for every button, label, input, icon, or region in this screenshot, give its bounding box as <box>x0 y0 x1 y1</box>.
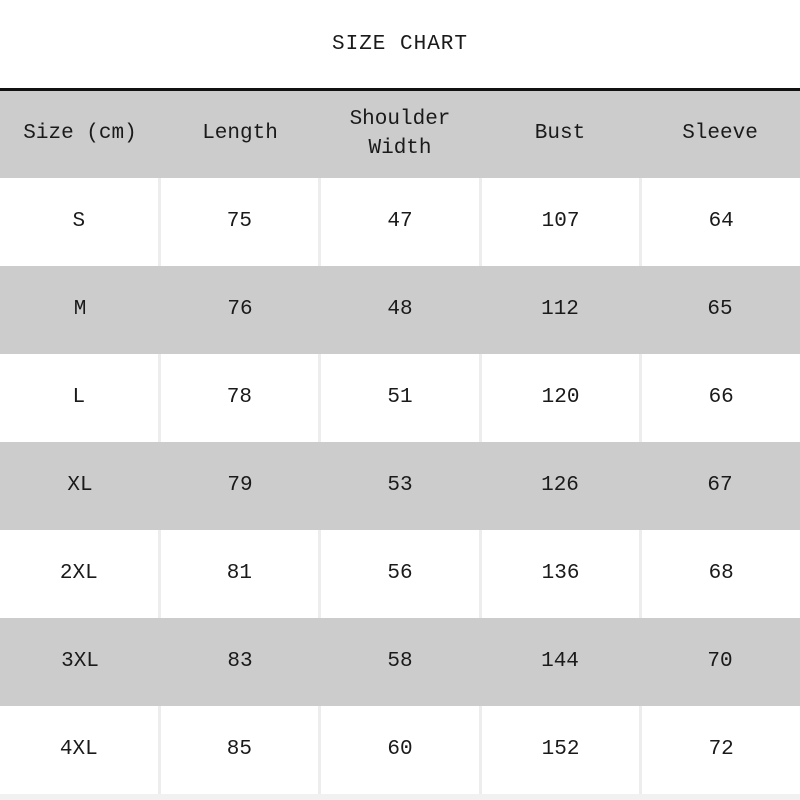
shoulder-width-cell: 60 <box>318 706 479 794</box>
shoulder-width-cell: 47 <box>318 178 479 266</box>
sleeve-cell: 66 <box>639 354 800 442</box>
sleeve-cell: 67 <box>707 473 733 497</box>
length-cell: 78 <box>157 354 319 442</box>
table-header-row: Size (cm) Length Shoulder Width Bust Sle… <box>0 91 800 178</box>
size-cell: M <box>73 297 87 321</box>
table-row-xl: XL 79 53 126 67 <box>0 442 800 530</box>
size-cell: 3XL <box>61 649 99 673</box>
sleeve-cell: 65 <box>707 297 733 321</box>
column-header-length: Length <box>202 122 278 146</box>
length-cell: 81 <box>157 530 319 618</box>
sleeve-cell: 64 <box>639 178 800 266</box>
length-cell: 83 <box>227 649 253 673</box>
size-cell: L <box>72 385 86 409</box>
sleeve-cell: 70 <box>707 649 733 673</box>
bust-cell: 136 <box>478 530 640 618</box>
sleeve-cell: 72 <box>639 706 800 794</box>
shoulder-width-cell: 56 <box>318 530 479 618</box>
column-header-sleeve: Sleeve <box>682 122 758 146</box>
size-cell: 4XL <box>59 737 98 761</box>
bust-cell: 120 <box>478 354 640 442</box>
column-header-shoulder-width: Shoulder Width <box>349 108 451 160</box>
length-cell: 75 <box>157 178 319 266</box>
length-cell: 79 <box>227 473 253 497</box>
column-header-bust: Bust <box>534 122 586 146</box>
length-cell: 76 <box>227 297 253 321</box>
bust-cell: 152 <box>478 706 640 794</box>
bust-cell: 126 <box>541 473 579 497</box>
title-band: SIZE CHART <box>0 0 800 88</box>
sleeve-cell: 68 <box>639 530 800 618</box>
size-cell: S <box>72 209 86 233</box>
shoulder-width-cell: 51 <box>318 354 479 442</box>
table-row-s: S 75 47 107 64 <box>0 178 800 266</box>
size-cell: XL <box>67 473 93 497</box>
bust-cell: 107 <box>478 178 640 266</box>
size-cell: 2XL <box>59 561 98 585</box>
table-row-l: L 78 51 120 66 <box>0 354 800 442</box>
shoulder-width-cell: 48 <box>387 297 413 321</box>
table-row-2xl: 2XL 81 56 136 68 <box>0 530 800 618</box>
column-header-size: Size (cm) <box>23 122 137 146</box>
bottom-edge-strip <box>0 794 800 800</box>
shoulder-width-cell: 53 <box>387 473 413 497</box>
page-title: SIZE CHART <box>331 32 469 56</box>
table-row-m: M 76 48 112 65 <box>0 266 800 354</box>
length-cell: 85 <box>157 706 319 794</box>
shoulder-width-cell: 58 <box>387 649 413 673</box>
bust-cell: 112 <box>541 297 579 321</box>
bust-cell: 144 <box>541 649 579 673</box>
table-row-4xl: 4XL 85 60 152 72 <box>0 706 800 794</box>
divider <box>0 88 800 91</box>
table-row-3xl: 3XL 83 58 144 70 <box>0 618 800 706</box>
